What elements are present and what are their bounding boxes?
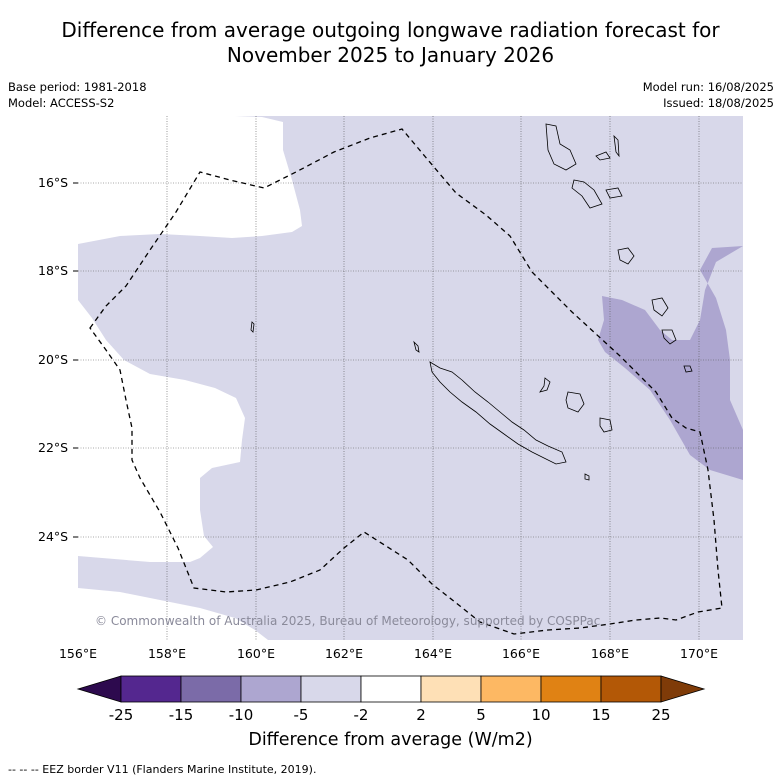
- colorbar-segment: [420, 675, 482, 703]
- title-line-2: November 2025 to January 2026: [226, 43, 555, 67]
- model-run: Model run: 16/08/2025: [642, 80, 774, 94]
- axis-ticks: [73, 182, 78, 538]
- colorbar-tick-label: -25: [108, 706, 134, 724]
- colorbar-title: Difference from average (W/m2): [248, 730, 533, 750]
- colorbar-segment: [540, 675, 602, 703]
- colorbar-tick-label: -5: [293, 706, 309, 724]
- colorbar-tick-label: 5: [476, 706, 486, 724]
- meta-left: Base period: 1981-2018 Model: ACCESS-S2: [8, 79, 147, 111]
- colorbar-tick-label: 2: [416, 706, 426, 724]
- island-aneityum: [683, 365, 693, 373]
- island-malakula: [571, 179, 603, 209]
- colorbar-tick-label: -10: [228, 706, 254, 724]
- colorbar-segment: [180, 675, 242, 703]
- lon-label: 158°E: [147, 646, 186, 661]
- title-line-1: Difference from average outgoing longwav…: [61, 18, 720, 42]
- meta-right: Model run: 16/08/2025 Issued: 18/08/2025: [643, 79, 774, 111]
- island-grande-terre: [429, 361, 567, 465]
- lat-label: 24°S: [38, 529, 69, 544]
- island-chesterfield: [250, 321, 255, 333]
- lon-label: 162°E: [324, 646, 363, 661]
- model-name: Model: ACCESS-S2: [8, 96, 115, 110]
- island-ouvea: [539, 377, 551, 393]
- lat-gridlines: [78, 182, 743, 538]
- colorbar-tick-label: -15: [168, 706, 194, 724]
- issued-date: Issued: 18/08/2025: [663, 96, 774, 110]
- island-lifou: [565, 391, 585, 413]
- island-belep: [413, 340, 420, 353]
- map-title: Difference from average outgoing longwav…: [0, 18, 781, 68]
- neutral-region-south: [78, 588, 268, 640]
- island-ambrym: [605, 187, 623, 199]
- colorbar-tick-label: 15: [591, 706, 611, 724]
- map-plot-area: [78, 116, 743, 640]
- lat-label: 16°S: [38, 175, 69, 190]
- lon-label: 156°E: [58, 646, 97, 661]
- base-period: Base period: 1981-2018: [8, 80, 147, 94]
- eez-border: [89, 128, 723, 635]
- colorbar-segment: [480, 675, 542, 703]
- island-efate: [617, 247, 635, 265]
- island-espiritu-santo: [545, 123, 577, 171]
- lon-label: 166°E: [501, 646, 540, 661]
- lon-label: 170°E: [679, 646, 718, 661]
- lon-label: 160°E: [236, 646, 275, 661]
- colorbar-segment: [240, 675, 302, 703]
- island-tanna: [661, 329, 677, 345]
- lat-label: 18°S: [38, 263, 69, 278]
- island-walpole: [584, 473, 590, 481]
- anomaly-fill-medium: [598, 246, 743, 480]
- neutral-region-west: [78, 300, 245, 562]
- island-erromango: [651, 297, 669, 317]
- island-maewo: [613, 134, 620, 158]
- lat-label: 22°S: [38, 440, 69, 455]
- colorbar-segment: [360, 675, 422, 703]
- island-ambae: [595, 151, 611, 161]
- colorbar-extend-high: [660, 675, 706, 703]
- colorbar-extend-low: [76, 675, 122, 703]
- colorbar-tick-label: -2: [353, 706, 369, 724]
- colorbar-segment: [600, 675, 662, 703]
- colorbar-tick-label: 25: [651, 706, 671, 724]
- colorbar-segment: [300, 675, 362, 703]
- neutral-region-north: [78, 116, 302, 244]
- colorbar: [76, 675, 706, 703]
- lon-label: 168°E: [590, 646, 629, 661]
- colorbar-segment: [120, 675, 182, 703]
- lon-label: 164°E: [413, 646, 452, 661]
- lat-label: 20°S: [38, 352, 69, 367]
- colorbar-tick-label: 10: [531, 706, 551, 724]
- copyright-notice: © Commonwealth of Australia 2025, Bureau…: [95, 614, 601, 628]
- island-mare: [599, 417, 613, 433]
- eez-legend-note: -- -- -- EEZ border V11 (Flanders Marine…: [8, 763, 317, 776]
